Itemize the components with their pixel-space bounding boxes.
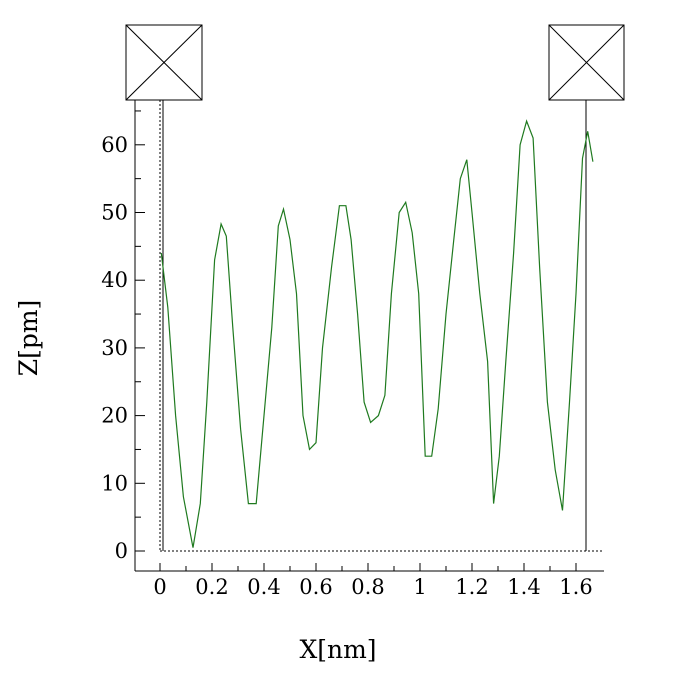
x-tick-label: 1.4 — [507, 575, 540, 599]
x-tick-label: 0.4 — [247, 575, 280, 599]
x-tick-label: 0.6 — [299, 575, 332, 599]
y-axis-title: Z[pm] — [14, 300, 43, 377]
profile-series-line — [160, 119, 594, 548]
y-tick-label: 50 — [101, 201, 128, 225]
y-tick-label: 20 — [101, 404, 128, 428]
x-axis-ticks: 0 0.2 0.4 0.6 0.8 1 1.2 1.4 1.6 — [153, 563, 593, 599]
y-tick-label: 40 — [101, 268, 128, 292]
y-tick-label: 10 — [101, 471, 128, 495]
x-tick-label: 1.2 — [455, 575, 488, 599]
x-tick-label: 0.8 — [351, 575, 384, 599]
x-tick-label: 1.6 — [559, 575, 592, 599]
x-tick-label: 1 — [413, 575, 426, 599]
x-tick-label: 0 — [153, 575, 166, 599]
y-axis-ticks: 0 10 20 30 40 50 60 — [101, 110, 145, 563]
x-axis-title: X[nm] — [299, 635, 376, 664]
x-tick-label: 0.2 — [195, 575, 228, 599]
y-tick-label: 0 — [115, 539, 128, 563]
right-cursor-marker[interactable] — [548, 24, 625, 101]
left-cursor-marker[interactable] — [125, 24, 203, 101]
y-tick-label: 30 — [101, 336, 128, 360]
y-tick-label: 60 — [101, 133, 128, 157]
